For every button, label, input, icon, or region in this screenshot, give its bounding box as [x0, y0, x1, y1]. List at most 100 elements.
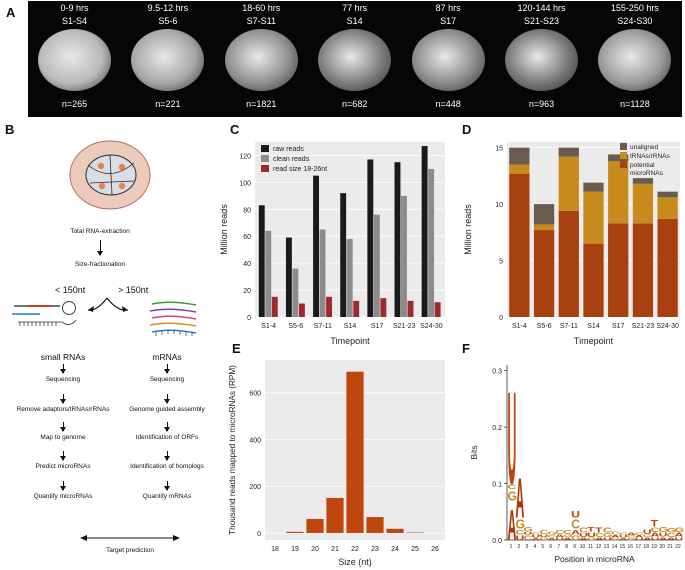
- bar: [428, 168, 435, 317]
- bar: [401, 195, 407, 317]
- rna-fragments-diagram: [12, 297, 197, 336]
- y-axis-label: Million reads: [463, 204, 473, 255]
- bar: [271, 296, 278, 317]
- bar: [394, 162, 401, 317]
- logo-letter: U: [508, 364, 517, 512]
- logo-letter: G: [539, 537, 549, 541]
- logo-letter-text: C: [611, 531, 620, 536]
- logo-letter-text: U: [523, 532, 532, 536]
- logo-letter-text: A: [508, 500, 517, 549]
- chart-e-size-distribution: 0 200 400 600 18 19 20 21 22 23 24 25 26 Size (nt) Tho…: [228, 360, 445, 567]
- logo-letter-text: T: [587, 526, 595, 533]
- logo-letter-text: G: [571, 535, 581, 542]
- logo-letter: G: [508, 489, 518, 503]
- bar: [313, 175, 319, 317]
- logo-letter-text: C: [619, 532, 628, 536]
- y-tick-label: 0: [257, 531, 261, 538]
- logo-letter: A: [515, 466, 524, 530]
- bar: [366, 517, 384, 533]
- logo-letter: A: [635, 535, 645, 539]
- logo-letter-text: U: [619, 535, 628, 539]
- logo-letter: C: [571, 518, 580, 532]
- x-tick-label: 24: [391, 546, 399, 553]
- logo-letter: G: [675, 527, 685, 534]
- logo-letter-text: U: [603, 537, 612, 541]
- x-axis-label: Timepoint: [330, 336, 370, 346]
- stage-name: S21-S23: [523, 16, 560, 26]
- stacked-bar: [583, 182, 604, 192]
- logo-letter: A: [675, 532, 684, 537]
- logo-letter: A: [555, 534, 564, 538]
- logo-letter-text: G: [539, 537, 549, 541]
- arrow-down-icon: [164, 364, 170, 374]
- bar: [326, 497, 344, 533]
- stacked-bar: [533, 204, 555, 225]
- x-tick-label: 21: [667, 544, 673, 550]
- y-tick-label: 200: [249, 484, 261, 491]
- x-tick-label: 6: [549, 544, 552, 550]
- stage-time: 87 hrs: [435, 3, 461, 13]
- stacked-bar: [657, 197, 678, 219]
- logo-letter-text: A: [667, 537, 677, 541]
- logo-letter: G: [523, 526, 533, 533]
- logo-letter-text: A: [563, 537, 573, 541]
- logo-letter-text: U: [515, 535, 524, 542]
- y-tick-label: 600: [249, 391, 261, 398]
- logo-letter: U: [635, 538, 644, 541]
- panel-d-label: D: [462, 122, 472, 137]
- stage-count: n=963: [528, 99, 555, 109]
- y-tick-label: 5: [499, 259, 503, 266]
- embryo-image: [131, 29, 205, 91]
- logo-letter-text: A: [643, 537, 653, 541]
- logo-letter-text: A: [651, 532, 660, 537]
- logo-letter-text: G: [659, 526, 669, 534]
- bar: [353, 300, 360, 317]
- y-tick-label: 20: [243, 288, 251, 295]
- x-tick-label: S14: [587, 323, 600, 330]
- y-tick-label: 0.1: [492, 482, 502, 489]
- logo-letter-text: C: [508, 484, 517, 491]
- bar: [326, 296, 333, 317]
- pipeline-step: Genome guided assembly: [129, 406, 205, 413]
- logo-letter: T: [595, 527, 603, 535]
- x-tick-label: 22: [351, 546, 359, 553]
- pipeline-step: Sequencing: [45, 376, 81, 383]
- logo-letter: A: [508, 500, 517, 549]
- panel-a-label: A: [6, 5, 16, 20]
- legend-label: raw reads: [273, 146, 304, 153]
- legend-swatch: [620, 152, 627, 159]
- mrna-ticks: [155, 330, 193, 336]
- logo-letter: U: [643, 529, 652, 536]
- y-tick-label: 80: [243, 207, 251, 214]
- logo-letter: G: [667, 528, 677, 535]
- x-tick-label: S7-11: [560, 323, 578, 330]
- x-tick-label: S7-11: [314, 323, 332, 330]
- stage-time: 155-250 hrs: [610, 3, 659, 13]
- logo-letter-text: C: [539, 529, 548, 534]
- logo-letter: C: [531, 532, 540, 536]
- x-tick-label: 25: [411, 546, 419, 553]
- stage-name: S24-S30: [617, 16, 653, 26]
- stacked-bar: [657, 218, 678, 317]
- logo-letter: U: [619, 535, 628, 539]
- stage-name: S7-S11: [246, 16, 276, 26]
- arrow-down-icon: [60, 451, 66, 461]
- chart-c-read-counts: 0 20 40 60 80 100 120 S1-4 S5-6 S7-11 S14 S17 S21-23…: [219, 142, 445, 346]
- x-tick-label: 8: [565, 544, 568, 550]
- embryo-image: [505, 29, 578, 91]
- stacked-bar: [632, 178, 654, 184]
- logo-letter-text: A: [675, 532, 684, 537]
- nucleus: [98, 182, 106, 190]
- x-tick-label: 1: [510, 544, 513, 550]
- x-tick-label: 15: [620, 544, 626, 550]
- stacked-bar: [632, 183, 654, 224]
- x-tick-label: 12: [596, 544, 602, 550]
- stage-panel: 0-9 hrs S1-S4 n=265: [28, 1, 121, 117]
- logo-letter-text: G: [611, 538, 621, 541]
- arrow-down-icon: [60, 422, 66, 432]
- legend-swatch: [261, 155, 269, 162]
- stacked-bar: [657, 191, 678, 198]
- y-tick-label: 100: [239, 180, 251, 187]
- y-tick-label: 10: [495, 202, 503, 209]
- logo-letter-text: C: [563, 529, 572, 534]
